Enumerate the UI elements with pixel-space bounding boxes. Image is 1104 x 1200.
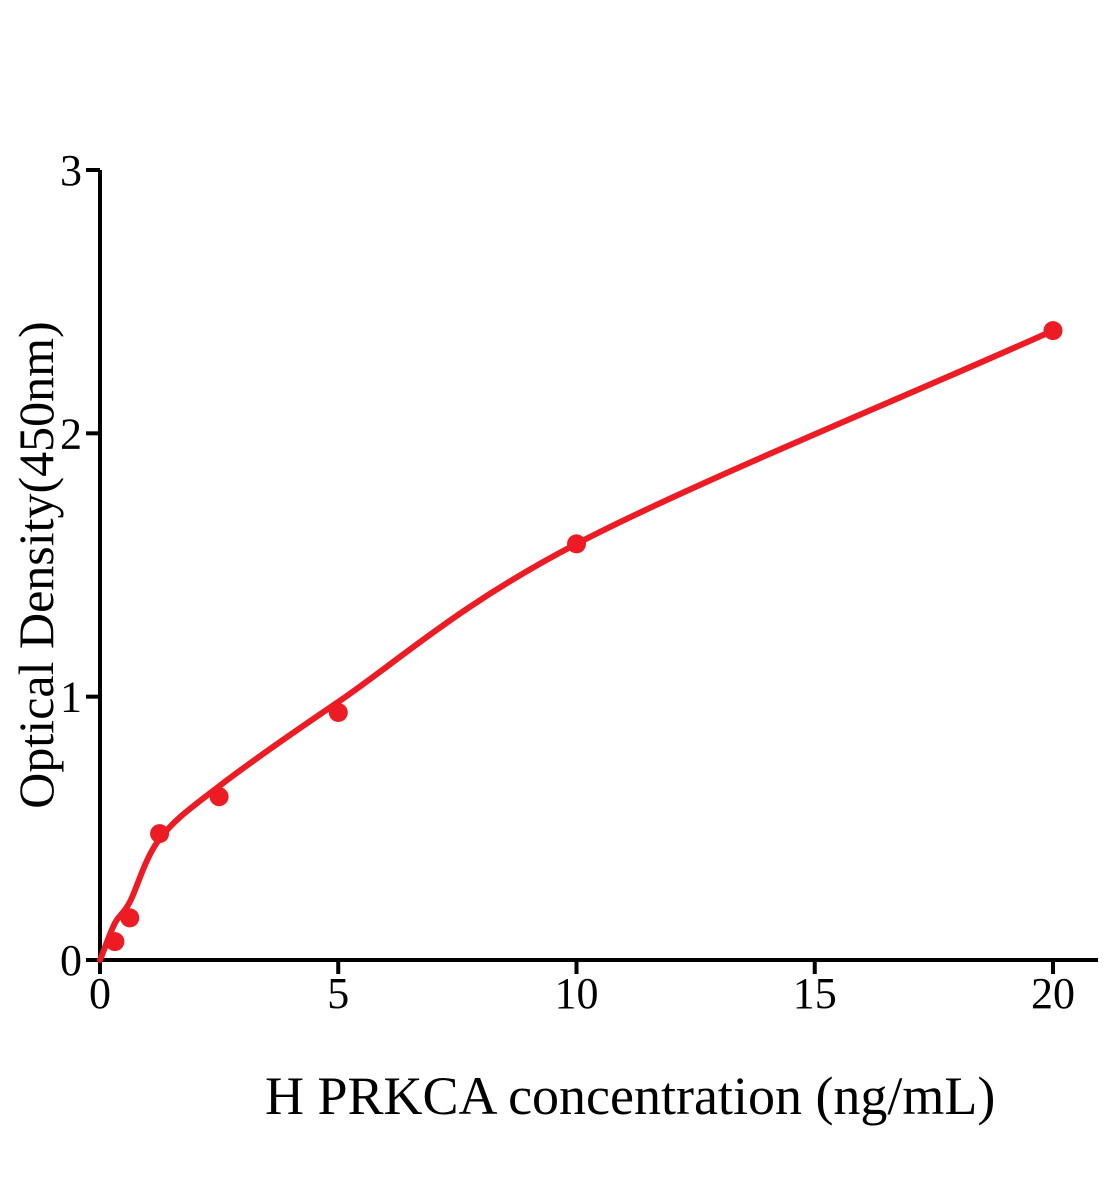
data-point (209, 787, 229, 807)
data-point (1043, 321, 1063, 341)
y-axis-title: Optical Density(450nm) (8, 321, 64, 809)
x-axis-title: H PRKCA concentration (ng/mL) (265, 1066, 996, 1126)
data-point (120, 908, 140, 928)
y-tick-label: 0 (60, 936, 82, 985)
data-point (105, 932, 125, 952)
x-tick-label: 20 (1031, 969, 1075, 1018)
x-tick-label: 0 (89, 969, 111, 1018)
x-tick-label: 5 (327, 969, 349, 1018)
data-point (150, 824, 170, 844)
x-tick-label: 10 (555, 969, 599, 1018)
y-tick-label: 3 (60, 146, 82, 195)
data-point (567, 534, 586, 554)
y-tick-label: 2 (60, 409, 82, 458)
axis-line (98, 170, 1098, 962)
data-point (328, 703, 348, 722)
x-tick-label: 15 (793, 969, 837, 1018)
y-tick-label: 1 (60, 673, 82, 722)
fit-curve-line (97, 327, 1056, 963)
